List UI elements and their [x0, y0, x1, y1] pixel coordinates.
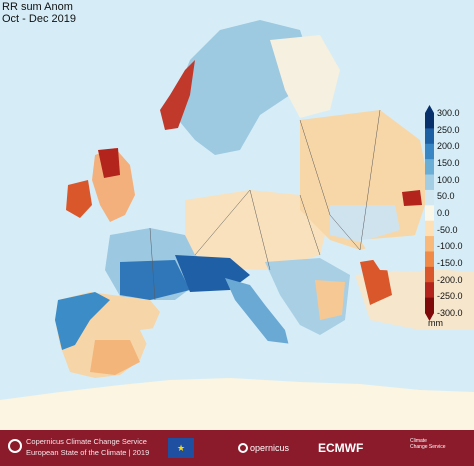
colorbar-segment: [425, 282, 434, 299]
colorbar-tick-label: 0.0: [437, 208, 450, 218]
copernicus-logo: opernicus: [238, 438, 289, 458]
italy-land: [225, 278, 290, 350]
map-period: Oct - Dec 2019: [2, 13, 76, 25]
norway-coast-dry: [160, 60, 195, 130]
colorbar-segment: [425, 189, 434, 206]
iberia-west-wet: [55, 292, 110, 350]
colorbar-min-arrow: [425, 313, 434, 321]
central-europe-land: [185, 190, 330, 270]
copernicus-c3s-icon: [8, 439, 22, 453]
copernicus-logo-icon: [238, 443, 248, 453]
balkans-dry: [315, 280, 345, 320]
colorbar-segment: [425, 113, 434, 129]
colorbar-max-arrow: [425, 105, 434, 113]
footer-banner: Copernicus Climate Change Service Europe…: [0, 430, 474, 466]
footer-line1: Copernicus Climate Change Service: [26, 437, 147, 446]
france-southwest-wet: [120, 260, 190, 300]
colorbar-tick-label: 50.0: [437, 191, 455, 202]
colorbar-segment: [425, 174, 434, 191]
black-sea: [360, 235, 440, 272]
colorbar-segment: [425, 128, 434, 145]
colorbar-tick-label: -150.0: [437, 258, 463, 268]
ireland-land: [66, 180, 92, 218]
colorbar-segment: [425, 143, 434, 160]
colorbar-tick-label: -300.0: [437, 308, 463, 318]
colorbar-tick-label: -200.0: [437, 274, 463, 285]
map-title: RR sum Anom: [2, 1, 73, 13]
colorbar-segment: [425, 297, 434, 314]
ukraine-wet: [330, 205, 400, 242]
eu-flag-icon: ★: [168, 438, 194, 458]
colorbar-segment: [425, 220, 434, 237]
colorbar-tick-label: -50.0: [437, 224, 458, 235]
colorbar-segment: [425, 266, 434, 283]
iberia-south-dry: [90, 340, 140, 375]
colorbar-segment: [425, 251, 434, 268]
country-borders: [149, 109, 381, 301]
colorbar-tick-label: -250.0: [437, 291, 463, 302]
scotland-dry: [98, 148, 120, 178]
mediterranean-sea: [140, 318, 380, 380]
north-africa-land: [0, 378, 474, 430]
colorbar-tick-label: -100.0: [437, 241, 463, 252]
colorbar-unit: mm: [428, 318, 443, 328]
colorbar-tick-label: 150.0: [437, 158, 460, 168]
colorbar-tick-label: 250.0: [437, 124, 460, 135]
map-panel: RR sum Anom Oct - Dec 2019 300.0 250.0 200…: [0, 0, 474, 430]
finland-land: [270, 35, 340, 118]
anomaly-map: [0, 20, 474, 430]
caspian-sea: [455, 175, 474, 240]
climate-change-service-logo: Climate Change Service: [410, 438, 446, 450]
colorbar-tick-label: 200.0: [437, 141, 460, 152]
colorbar: [425, 105, 434, 321]
colorbar-segment: [425, 159, 434, 176]
footer-line2: European State of the Climate | 2019: [26, 448, 150, 457]
colorbar-tick-label: 100.0: [437, 174, 460, 185]
caucasus-dry: [402, 190, 422, 206]
ecmwf-logo: ECMWF: [318, 441, 364, 455]
colorbar-tick-label: 300.0: [437, 108, 460, 118]
colorbar-segment: [425, 205, 434, 222]
colorbar-segment: [425, 236, 434, 252]
